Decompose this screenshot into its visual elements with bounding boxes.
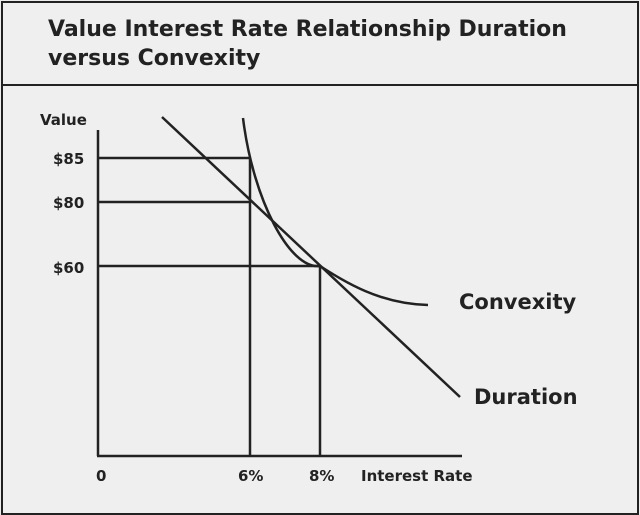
convexity-curve [241,117,429,307]
y-tick-85: $85 [53,150,84,168]
convexity-label: Convexity [459,290,577,314]
y-tick-60: $60 [53,259,84,277]
title-bar: Value Interest Rate Relationship Duratio… [3,3,637,86]
x-origin-label: 0 [96,467,106,485]
duration-label: Duration [474,385,578,409]
x-tick-6pct: 6% [238,467,263,485]
y-axis-label: Value [40,111,87,129]
x-axis-label: Interest Rate [361,467,473,485]
diagram-title: Value Interest Rate Relationship Duratio… [48,17,567,71]
duration-line [161,116,461,398]
y-tick-80: $80 [53,194,84,212]
x-tick-8pct: 8% [309,467,334,485]
